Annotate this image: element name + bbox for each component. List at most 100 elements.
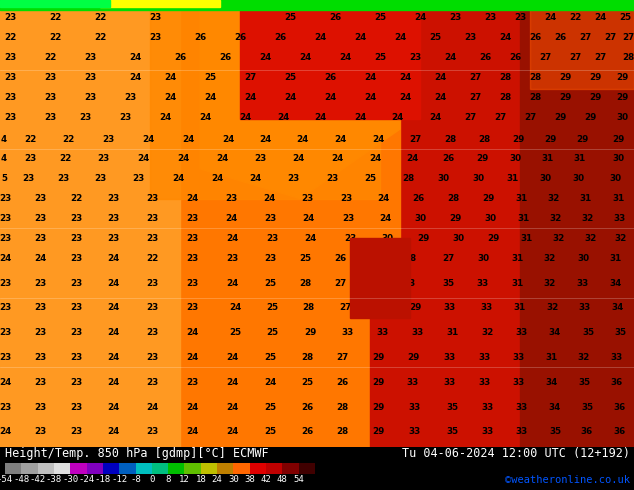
Text: 27: 27 (494, 113, 506, 122)
Text: 24: 24 (399, 73, 411, 82)
Text: 24: 24 (364, 73, 376, 82)
Bar (22, 463, 37, 474)
Text: 31: 31 (512, 254, 524, 263)
Text: 23: 23 (34, 353, 46, 362)
Text: 23: 23 (84, 53, 96, 62)
Text: 24: 24 (204, 93, 216, 102)
Text: 24: 24 (107, 328, 119, 337)
Text: Height/Temp. 850 hPa [gdmp][°C] ECMWF: Height/Temp. 850 hPa [gdmp][°C] ECMWF (5, 446, 269, 460)
Text: 35: 35 (446, 403, 458, 412)
Bar (520, 0, 634, 447)
Text: 31: 31 (580, 194, 592, 203)
Text: 24: 24 (107, 378, 119, 387)
Text: 28: 28 (402, 174, 414, 183)
Text: 30: 30 (577, 254, 589, 263)
Text: 34: 34 (610, 278, 622, 288)
Text: 26: 26 (219, 53, 231, 62)
Bar (201, 463, 217, 474)
Text: 24: 24 (277, 113, 289, 122)
Text: 26: 26 (334, 254, 346, 263)
Text: 23: 23 (22, 174, 34, 183)
Text: 23: 23 (287, 174, 299, 183)
Text: 23: 23 (186, 254, 198, 263)
Text: 29: 29 (409, 303, 421, 312)
Text: 24: 24 (414, 13, 426, 23)
Text: 25: 25 (204, 73, 216, 82)
Text: 25: 25 (284, 13, 296, 23)
Text: 30: 30 (437, 174, 449, 183)
Text: 23: 23 (84, 93, 96, 102)
Text: 24: 24 (314, 113, 326, 122)
Bar (0, 0, 180, 447)
Text: 23: 23 (107, 234, 119, 243)
Text: 28: 28 (529, 73, 541, 82)
Text: 24: 24 (302, 214, 314, 223)
Text: 29: 29 (512, 135, 524, 144)
Text: 24: 24 (399, 93, 411, 102)
Text: 26: 26 (336, 378, 348, 387)
Text: 36: 36 (614, 403, 626, 412)
Bar (54, 463, 70, 474)
Text: 22: 22 (569, 13, 581, 23)
Text: 24: 24 (259, 53, 271, 62)
Text: 23: 23 (4, 53, 16, 62)
Text: 23: 23 (34, 303, 46, 312)
Text: 24: 24 (34, 254, 46, 263)
Text: 23: 23 (186, 214, 198, 223)
Text: 24: 24 (379, 214, 391, 223)
Text: 28: 28 (404, 254, 416, 263)
Text: 24: 24 (229, 303, 241, 312)
Text: 23: 23 (4, 73, 16, 82)
Text: 23: 23 (146, 214, 158, 223)
Text: 30: 30 (616, 113, 628, 122)
Text: 26: 26 (174, 53, 186, 62)
Text: 24: 24 (331, 154, 343, 163)
Text: 32: 32 (544, 278, 556, 288)
Text: 33: 33 (516, 427, 528, 437)
Text: 23: 23 (57, 174, 69, 183)
Text: 29: 29 (417, 234, 429, 243)
Text: 22: 22 (24, 135, 36, 144)
Text: 33: 33 (412, 328, 424, 337)
Text: -8: -8 (130, 475, 141, 484)
Text: 27: 27 (469, 93, 481, 102)
Text: ©weatheronline.co.uk: ©weatheronline.co.uk (505, 475, 630, 485)
Text: 24: 24 (444, 53, 456, 62)
Text: 24: 24 (354, 33, 366, 42)
Bar (0, 0, 110, 7)
Text: 24: 24 (239, 113, 251, 122)
Text: 35: 35 (446, 427, 458, 437)
Text: 24: 24 (107, 278, 119, 288)
Text: 23: 23 (186, 234, 198, 243)
Text: 23: 23 (226, 254, 238, 263)
Text: 33: 33 (482, 403, 494, 412)
Text: 28: 28 (478, 135, 490, 144)
Bar (200, 0, 400, 248)
Text: 33: 33 (477, 278, 489, 288)
Text: 25: 25 (374, 53, 386, 62)
Bar (299, 463, 315, 474)
Bar (103, 463, 119, 474)
Text: 31: 31 (521, 234, 533, 243)
Text: 24: 24 (434, 93, 446, 102)
Text: 24: 24 (186, 328, 198, 337)
Text: 23: 23 (146, 328, 158, 337)
Text: 30: 30 (539, 174, 551, 183)
Bar (530, 0, 634, 89)
Text: 22: 22 (4, 33, 16, 42)
Text: 32: 32 (544, 254, 556, 263)
Text: 30: 30 (477, 254, 489, 263)
Text: 29: 29 (372, 378, 384, 387)
Text: 26: 26 (274, 33, 286, 42)
Text: 25: 25 (301, 378, 313, 387)
Text: 35: 35 (442, 278, 454, 288)
Text: 24: 24 (0, 378, 11, 387)
Text: 8: 8 (165, 475, 171, 484)
Text: 24: 24 (186, 403, 198, 412)
Text: 32: 32 (615, 234, 627, 243)
Text: 33: 33 (516, 328, 528, 337)
Text: -54: -54 (0, 475, 13, 484)
Text: 23: 23 (0, 278, 11, 288)
Text: 23: 23 (0, 234, 11, 243)
Text: 22: 22 (70, 194, 82, 203)
